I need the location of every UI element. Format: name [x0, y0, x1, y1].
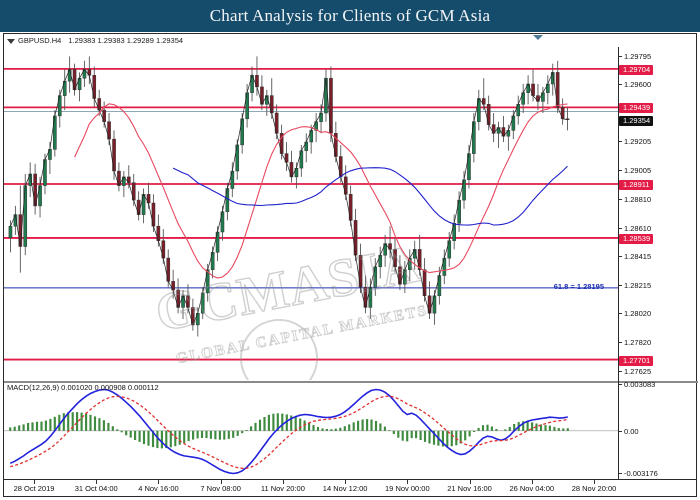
price-tick: 1.27625 — [619, 367, 651, 376]
time-tick-label: 31 Oct 04:00 — [74, 484, 118, 493]
time-axis: 28 Oct 2019 31 Oct 04:00 4 Nov 16:00 7 Nov … — [4, 479, 697, 497]
time-tick-label: 21 Nov 16:00 — [447, 484, 492, 493]
price-chart-pane: GCMASIA GLOBAL CAPITAL MARKETS — [4, 47, 618, 380]
time-tick-mark — [407, 480, 409, 484]
price-tick: 1.29600 — [619, 80, 651, 89]
price-tick: 1.29795 — [619, 52, 651, 61]
macd-tick: 0.003083 — [619, 380, 655, 389]
macd-label: MACD(12,26,9) 0.001020 0.000908 0.000112 — [7, 383, 159, 392]
macd-pane — [4, 384, 618, 479]
page-title: Chart Analysis for Clients of GCM Asia — [209, 6, 491, 25]
time-tick-label: 26 Nov 04:00 — [509, 484, 555, 493]
price-tick: 1.28610 — [619, 224, 651, 233]
time-tick-label: 4 Nov 16:00 — [138, 484, 179, 493]
time-tick-mark — [594, 480, 595, 484]
price-tick: 1.29354 — [619, 115, 654, 126]
title-bar: Chart Analysis for Clients of GCM Asia — [0, 0, 700, 32]
time-tick-label: 7 Nov 08:00 — [200, 484, 241, 493]
price-candlestick-svg — [4, 56, 618, 361]
symbol-label: GBPUSD.H4 — [18, 36, 62, 45]
price-tick: 1.28215 — [619, 281, 651, 290]
time-tick-label: 28 Oct 2019 — [13, 484, 55, 493]
symbol-bar[interactable]: GBPUSD.H4 1.29383 1.29383 1.29289 1.2935… — [4, 34, 696, 47]
price-tick: 1.29205 — [619, 137, 651, 146]
time-tick-mark — [158, 480, 160, 484]
price-tick: 1.27701 — [619, 355, 654, 366]
chart-window: GBPUSD.H4 1.29383 1.29383 1.29289 1.2935… — [3, 33, 698, 497]
time-tick-mark — [469, 480, 471, 484]
fibonacci-label: 61.8 = 1.28195 — [553, 281, 604, 291]
macd-svg — [4, 388, 618, 475]
price-tick: 1.28810 — [619, 195, 651, 204]
time-tick-label: 19 Nov 00:00 — [385, 484, 430, 493]
time-tick-mark — [345, 480, 347, 484]
time-tick-label: 28 Nov 20:00 — [571, 484, 617, 493]
time-tick-mark — [34, 480, 35, 484]
time-tick-mark — [96, 480, 98, 484]
macd-tick: 0.00 — [619, 427, 639, 436]
price-tick: 1.28415 — [619, 252, 651, 261]
price-tick: 1.29704 — [619, 64, 654, 75]
price-tick: 1.28020 — [619, 309, 651, 318]
price-tick: 1.28911 — [619, 180, 653, 190]
price-tick: 1.29439 — [619, 103, 654, 114]
pane-divider — [4, 381, 698, 383]
chevron-down-icon[interactable] — [7, 38, 15, 44]
macd-tick: -0.003176 — [619, 469, 658, 478]
price-tick: 1.27820 — [619, 338, 651, 347]
price-tick: 1.28539 — [619, 233, 654, 244]
price-tick: 1.29005 — [619, 166, 651, 175]
time-tick-mark — [282, 480, 284, 484]
time-tick-mark — [531, 480, 533, 484]
time-tick-label: 14 Nov 12:00 — [322, 484, 368, 493]
ohlc-quotes: 1.29383 1.29383 1.29289 1.29354 — [68, 36, 184, 45]
price-axis[interactable]: 1.29795 1.29704 1.29600 1.29439 1.29354 1.292… — [618, 47, 697, 479]
time-tick-mark — [220, 480, 222, 484]
time-tick-label: 11 Nov 20:00 — [260, 484, 305, 493]
collapse-marker-icon[interactable] — [533, 35, 543, 40]
